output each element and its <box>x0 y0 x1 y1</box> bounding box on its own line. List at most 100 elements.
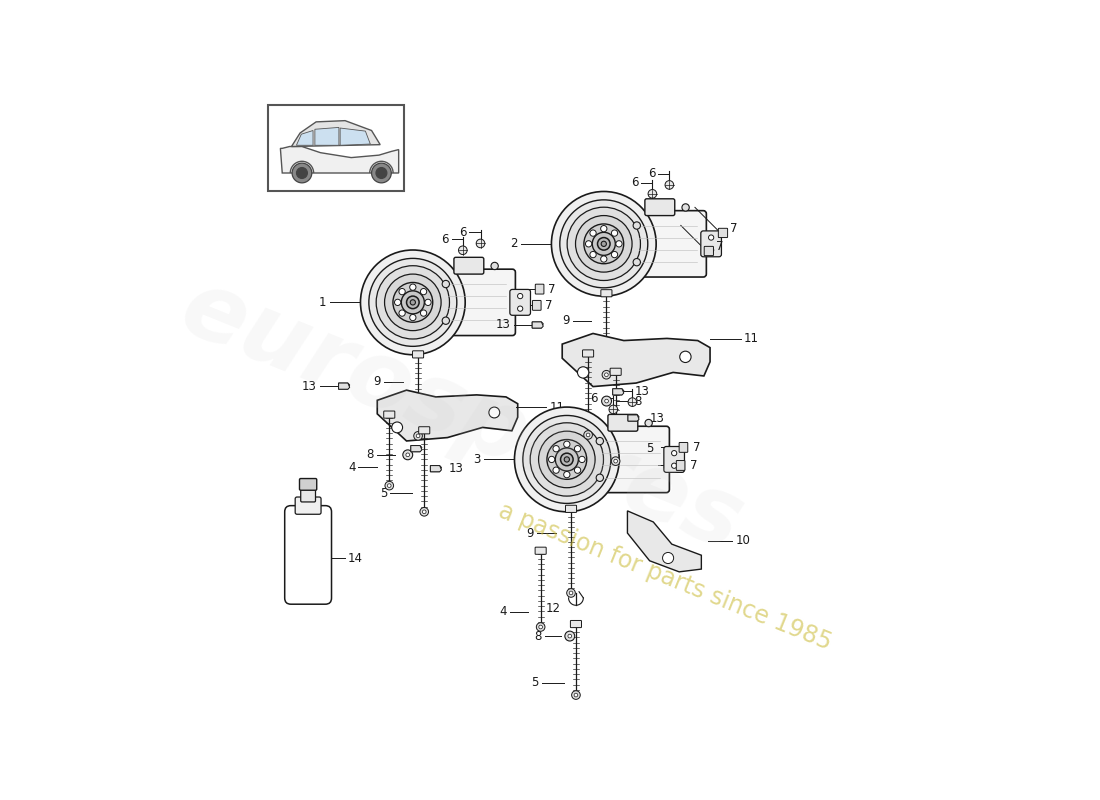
Text: 1: 1 <box>319 296 327 309</box>
Circle shape <box>671 463 676 468</box>
Circle shape <box>442 317 450 324</box>
Circle shape <box>563 471 570 478</box>
Circle shape <box>361 250 465 354</box>
Circle shape <box>590 230 596 236</box>
Polygon shape <box>339 383 350 390</box>
Circle shape <box>574 694 578 697</box>
Polygon shape <box>410 446 422 452</box>
Polygon shape <box>430 466 441 472</box>
FancyBboxPatch shape <box>571 621 582 628</box>
Circle shape <box>517 306 522 311</box>
Circle shape <box>376 266 450 339</box>
Text: 10: 10 <box>735 534 750 547</box>
FancyBboxPatch shape <box>532 301 541 310</box>
Circle shape <box>515 407 619 512</box>
Circle shape <box>575 215 632 272</box>
Text: 6: 6 <box>441 233 449 246</box>
Circle shape <box>420 310 427 316</box>
Text: 13: 13 <box>496 318 510 331</box>
Text: 7: 7 <box>546 299 553 312</box>
Circle shape <box>406 453 409 457</box>
Circle shape <box>634 222 640 229</box>
Text: 6: 6 <box>648 167 656 180</box>
FancyBboxPatch shape <box>565 506 576 513</box>
Circle shape <box>596 474 604 482</box>
Circle shape <box>407 296 419 309</box>
FancyBboxPatch shape <box>295 497 321 514</box>
Circle shape <box>410 300 416 305</box>
Circle shape <box>422 510 426 514</box>
Text: 14: 14 <box>348 551 363 565</box>
Circle shape <box>586 433 590 437</box>
Circle shape <box>671 450 676 456</box>
FancyBboxPatch shape <box>583 350 594 357</box>
Text: 5: 5 <box>647 442 653 455</box>
FancyBboxPatch shape <box>510 290 530 315</box>
Text: 12: 12 <box>546 602 561 615</box>
Circle shape <box>566 589 575 598</box>
Text: eurospares: eurospares <box>168 262 757 571</box>
Circle shape <box>565 631 574 641</box>
FancyBboxPatch shape <box>285 506 331 604</box>
Polygon shape <box>292 121 381 146</box>
Circle shape <box>602 370 610 379</box>
Text: 7: 7 <box>716 241 724 254</box>
Circle shape <box>517 294 522 298</box>
Circle shape <box>491 262 498 270</box>
Text: 8: 8 <box>635 394 641 407</box>
Circle shape <box>680 351 691 362</box>
Polygon shape <box>339 383 350 390</box>
Circle shape <box>420 507 429 516</box>
Circle shape <box>597 238 611 250</box>
FancyBboxPatch shape <box>601 290 612 297</box>
FancyBboxPatch shape <box>701 231 722 257</box>
Circle shape <box>648 190 657 198</box>
Text: 7: 7 <box>690 459 697 472</box>
Circle shape <box>563 441 570 447</box>
FancyBboxPatch shape <box>704 246 714 256</box>
Circle shape <box>399 310 405 316</box>
Circle shape <box>539 625 542 629</box>
FancyBboxPatch shape <box>419 426 430 434</box>
Circle shape <box>596 438 604 445</box>
FancyBboxPatch shape <box>645 198 674 215</box>
Polygon shape <box>296 130 314 146</box>
Circle shape <box>537 622 544 631</box>
Circle shape <box>553 467 559 474</box>
Circle shape <box>409 284 416 290</box>
Circle shape <box>602 242 606 246</box>
Circle shape <box>399 289 405 294</box>
Circle shape <box>387 484 392 487</box>
Circle shape <box>601 256 607 262</box>
Circle shape <box>476 239 485 248</box>
Polygon shape <box>410 446 422 452</box>
Circle shape <box>551 191 656 296</box>
Circle shape <box>605 399 608 403</box>
FancyBboxPatch shape <box>608 414 638 431</box>
Polygon shape <box>532 322 543 328</box>
Circle shape <box>547 439 586 479</box>
Circle shape <box>420 289 427 294</box>
Text: 8: 8 <box>535 630 542 642</box>
Circle shape <box>616 241 623 247</box>
Polygon shape <box>628 415 639 421</box>
Circle shape <box>416 434 420 438</box>
Circle shape <box>609 405 617 414</box>
Text: 2: 2 <box>510 238 517 250</box>
Circle shape <box>602 396 612 406</box>
Circle shape <box>568 634 572 638</box>
Text: 4: 4 <box>543 410 551 423</box>
Circle shape <box>584 430 593 439</box>
Circle shape <box>395 299 400 306</box>
Text: 7: 7 <box>548 282 556 296</box>
Circle shape <box>442 280 450 288</box>
Circle shape <box>293 163 311 183</box>
Text: 9: 9 <box>562 314 570 327</box>
Polygon shape <box>613 389 624 395</box>
Polygon shape <box>315 127 339 146</box>
FancyBboxPatch shape <box>536 284 543 294</box>
Circle shape <box>376 167 387 178</box>
Circle shape <box>682 204 690 211</box>
Circle shape <box>368 258 456 346</box>
Circle shape <box>488 407 499 418</box>
